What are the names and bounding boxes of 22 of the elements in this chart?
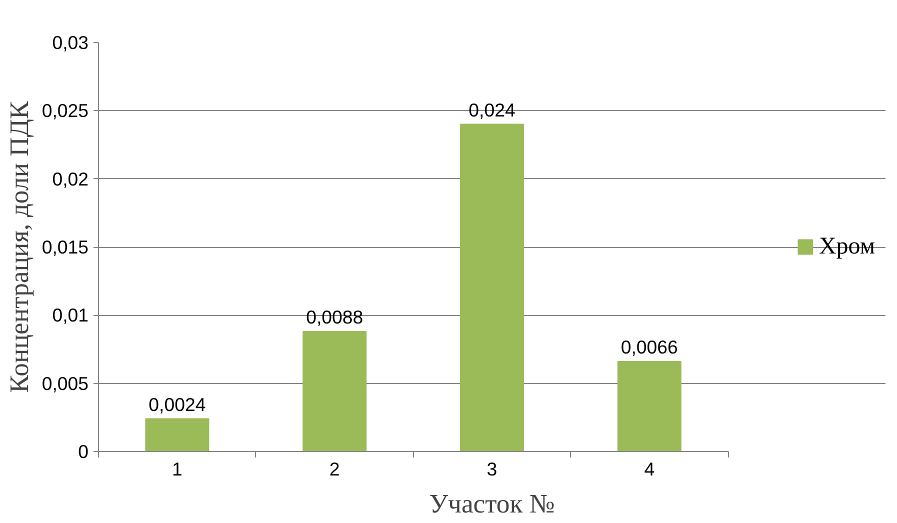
x-axis-title: Участок №	[429, 488, 555, 518]
bar	[617, 361, 682, 452]
y-axis-title: Концентрация, доли ПДК	[4, 100, 34, 393]
legend-label: Хром	[818, 233, 875, 260]
data-label: 0,0024	[148, 394, 206, 415]
y-tick-label: 0,03	[52, 32, 88, 53]
data-label: 0,0088	[306, 306, 364, 328]
y-tick-label: 0,015	[42, 236, 88, 258]
bar	[302, 331, 367, 452]
y-tick-label: 0,025	[42, 100, 88, 122]
x-tick-label: 1	[172, 458, 182, 480]
x-tick-label: 4	[644, 458, 655, 480]
x-tick-label: 3	[486, 458, 498, 480]
x-tick-label: 2	[329, 458, 340, 480]
y-tick-label: 0,005	[42, 372, 88, 394]
y-tick-label: 0,01	[52, 304, 88, 326]
y-tick-label: 0	[78, 441, 89, 462]
bar	[145, 418, 210, 452]
bar	[460, 124, 524, 452]
y-tick-label: 0,02	[52, 168, 88, 190]
data-label: 0,024	[468, 99, 516, 120]
data-label: 0,0066	[620, 336, 678, 358]
